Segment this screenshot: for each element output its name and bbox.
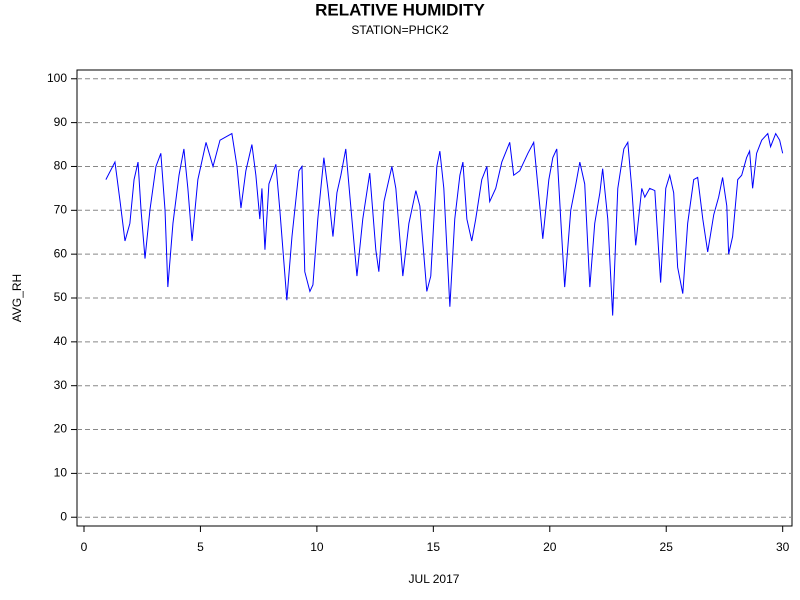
y-tick-label: 20 [54, 422, 68, 436]
y-tick-label: 70 [54, 202, 68, 216]
y-tick-label: 60 [54, 246, 68, 260]
y-tick-label: 80 [54, 159, 68, 173]
y-tick-label: 100 [47, 71, 67, 85]
x-tick-label: 30 [776, 540, 790, 554]
x-tick-label: 20 [543, 540, 557, 554]
chart-subtitle: STATION=PHCK2 [351, 23, 449, 37]
x-tick-label: 5 [197, 540, 204, 554]
x-tick-label: 25 [660, 540, 674, 554]
data-line [105, 132, 784, 316]
x-tick-label: 15 [427, 540, 441, 554]
y-tick-label: 30 [54, 378, 68, 392]
y-tick-label: 40 [54, 334, 68, 348]
x-tick-label: 10 [310, 540, 324, 554]
y-tick-label: 0 [60, 509, 67, 523]
chart-title: RELATIVE HUMIDITY [315, 0, 485, 19]
x-axis-label: JUL 2017 [409, 572, 460, 586]
y-axis-label: AVG_RH [10, 274, 24, 322]
y-tick-label: 10 [54, 466, 68, 480]
y-tick-label: 50 [54, 290, 68, 304]
x-tick-label: 0 [81, 540, 88, 554]
y-tick-label: 90 [54, 115, 68, 129]
